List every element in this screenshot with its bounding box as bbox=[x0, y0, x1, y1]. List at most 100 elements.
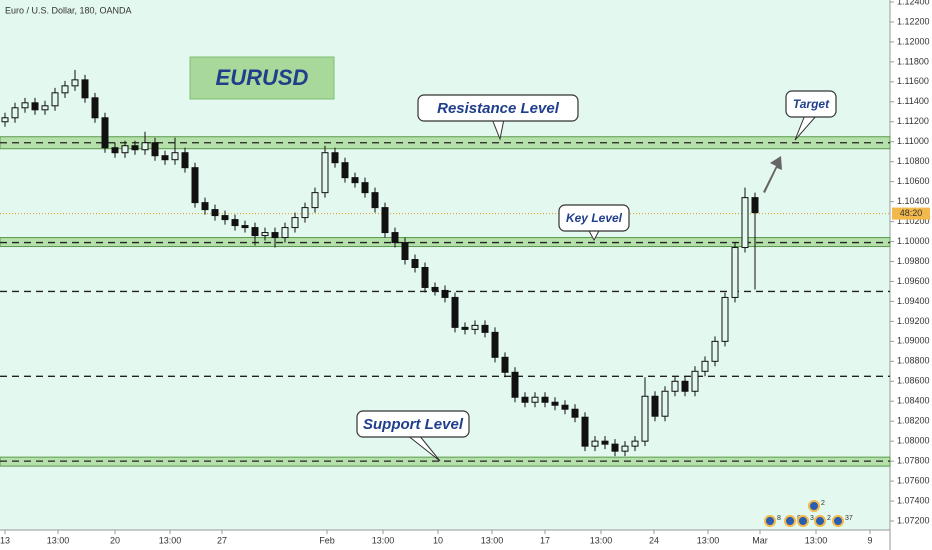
event-count: 37 bbox=[845, 515, 853, 522]
title-annotation: EURUSD bbox=[216, 65, 309, 90]
candle-body bbox=[71, 79, 79, 87]
candle-body bbox=[201, 202, 209, 211]
callout-box bbox=[785, 90, 837, 118]
y-tick-label: 1.12200 bbox=[897, 16, 930, 26]
candle-body bbox=[101, 117, 109, 149]
x-tick-label: 13:00 bbox=[47, 535, 70, 545]
plot-background bbox=[0, 0, 890, 530]
candle-body bbox=[321, 152, 329, 194]
x-tick-label: 13 bbox=[0, 535, 10, 545]
candle-body bbox=[671, 380, 679, 392]
x-tick-label: 10 bbox=[433, 535, 443, 545]
event-icon bbox=[814, 515, 826, 527]
y-tick-label: 1.08400 bbox=[897, 396, 930, 406]
candle-body bbox=[591, 440, 599, 447]
y-tick-label: 1.07800 bbox=[897, 456, 930, 466]
callout-tail bbox=[794, 114, 818, 141]
event-count: 2 bbox=[827, 515, 831, 522]
y-tick-label: 1.12400 bbox=[897, 0, 930, 6]
candle-body bbox=[651, 395, 659, 417]
candle-body bbox=[171, 152, 179, 161]
candle-body bbox=[181, 152, 189, 169]
candle-body bbox=[531, 396, 539, 403]
candle-body bbox=[521, 396, 529, 403]
candle-body bbox=[341, 162, 349, 179]
candle-body bbox=[261, 232, 269, 237]
candle-body bbox=[461, 326, 469, 330]
candle-body bbox=[301, 207, 309, 219]
y-tick-label: 1.08000 bbox=[897, 436, 930, 446]
candle-body bbox=[721, 296, 729, 342]
callout-box bbox=[417, 94, 579, 122]
y-tick-label: 1.08200 bbox=[897, 416, 930, 426]
candle-body bbox=[551, 401, 559, 406]
candle-body bbox=[331, 152, 339, 164]
candle-body bbox=[251, 227, 259, 237]
candle-body bbox=[381, 207, 389, 234]
y-tick-label: 1.09200 bbox=[897, 316, 930, 326]
event-icon bbox=[784, 515, 796, 527]
callout-tail bbox=[406, 434, 441, 462]
y-tick-label: 1.10400 bbox=[897, 196, 930, 206]
candle-body bbox=[411, 259, 419, 268]
candle-body bbox=[471, 324, 479, 330]
candle-body bbox=[161, 155, 169, 161]
event-icon bbox=[797, 515, 809, 527]
candle-body bbox=[501, 356, 509, 373]
event-count: 2 bbox=[821, 500, 825, 507]
event-icon bbox=[764, 515, 776, 527]
y-tick-label: 1.08600 bbox=[897, 376, 930, 386]
candle-body bbox=[231, 219, 239, 227]
candle-body bbox=[31, 102, 39, 111]
candle-body bbox=[41, 105, 49, 111]
candle-body bbox=[361, 182, 369, 194]
y-tick-label: 1.11400 bbox=[897, 96, 929, 106]
callout-text: Target bbox=[793, 97, 830, 111]
y-tick-label: 1.08800 bbox=[897, 356, 930, 366]
y-tick-label: 1.09600 bbox=[897, 276, 930, 286]
x-tick-label: 13:00 bbox=[697, 535, 720, 545]
x-tick-label: 13:00 bbox=[481, 535, 504, 545]
candle-body bbox=[271, 232, 279, 239]
candle-body bbox=[131, 145, 139, 151]
y-tick-label: 1.09800 bbox=[897, 256, 930, 266]
callout-text: Support Level bbox=[363, 416, 464, 433]
candle-body bbox=[371, 192, 379, 209]
y-tick-label: 1.09400 bbox=[897, 296, 930, 306]
candle-body bbox=[61, 85, 69, 94]
callout-box bbox=[356, 410, 470, 438]
event-icon bbox=[808, 500, 820, 512]
candle-body bbox=[391, 232, 399, 244]
callout-box bbox=[558, 204, 630, 232]
y-tick-label: 1.07200 bbox=[897, 515, 930, 525]
candle-body bbox=[741, 197, 749, 249]
y-tick-label: 1.10600 bbox=[897, 176, 930, 186]
candle-body bbox=[481, 324, 489, 333]
title-box bbox=[189, 56, 335, 100]
candle-body bbox=[51, 92, 59, 107]
y-tick-label: 1.10800 bbox=[897, 156, 930, 166]
candle-body bbox=[701, 360, 709, 372]
y-tick-label: 1.10200 bbox=[897, 216, 930, 226]
candle-body bbox=[21, 102, 29, 109]
candle-body bbox=[1, 117, 9, 123]
candle-body bbox=[121, 145, 129, 154]
chart-title: Euro / U.S. Dollar, 180, OANDA bbox=[5, 5, 132, 15]
countdown-box bbox=[892, 207, 930, 220]
candle-body bbox=[351, 177, 359, 184]
y-tick-label: 1.11200 bbox=[897, 116, 929, 126]
x-tick-label: Feb bbox=[319, 535, 335, 545]
candle-body bbox=[281, 227, 289, 239]
candle-body bbox=[541, 396, 549, 403]
x-tick-label: 13:00 bbox=[590, 535, 613, 545]
event-count: 8 bbox=[777, 515, 781, 522]
x-tick-label: 13:00 bbox=[372, 535, 395, 545]
candle-body bbox=[571, 408, 579, 418]
candle-body bbox=[641, 395, 649, 442]
y-tick-label: 1.10000 bbox=[897, 236, 930, 246]
x-tick-label: 17 bbox=[540, 535, 550, 545]
x-tick-label: 13:00 bbox=[159, 535, 182, 545]
candle-body bbox=[451, 296, 459, 328]
candle-body bbox=[601, 440, 609, 445]
candle-body bbox=[441, 289, 449, 298]
